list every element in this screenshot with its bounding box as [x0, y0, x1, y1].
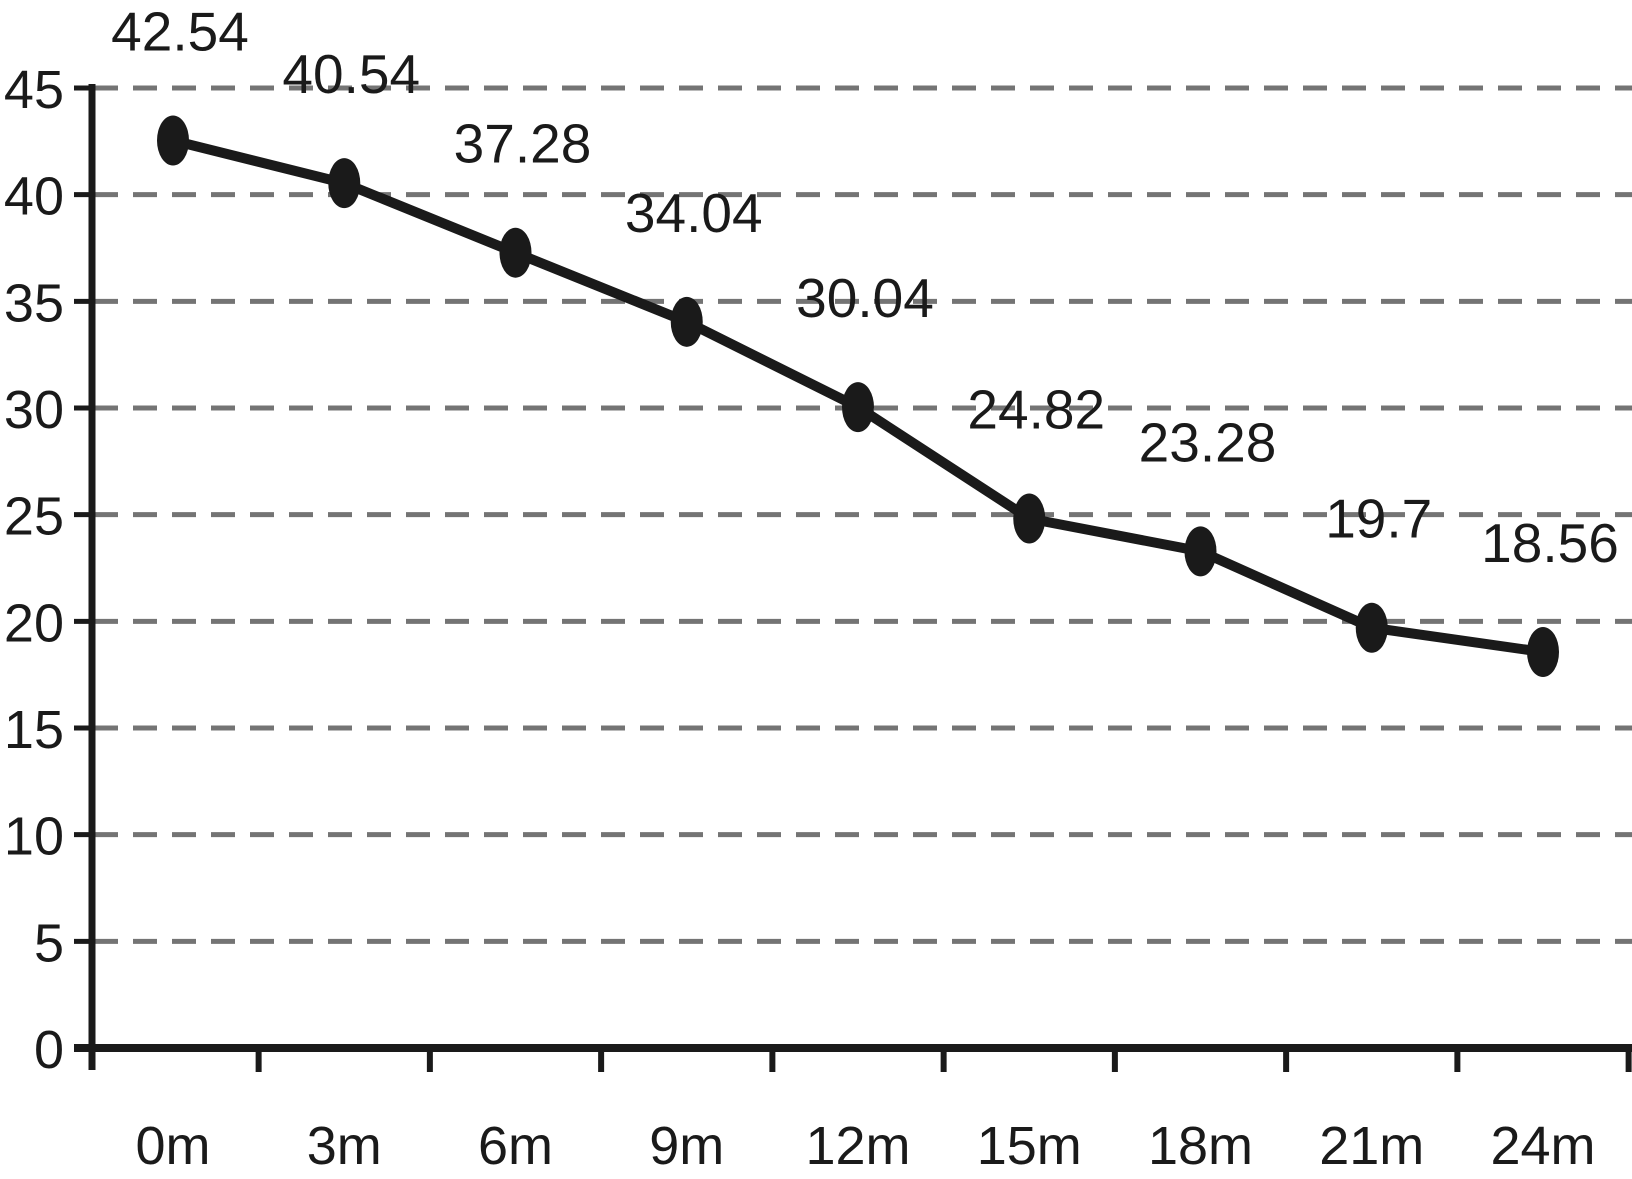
data-point-marker — [1013, 493, 1046, 544]
y-axis-tick-label: 10 — [4, 807, 64, 867]
x-axis-tick-label: 3m — [307, 1116, 382, 1176]
data-label: 37.28 — [454, 113, 592, 175]
data-label: 23.28 — [1139, 411, 1277, 473]
x-axis-tick-label: 0m — [135, 1116, 210, 1176]
data-label: 30.04 — [796, 267, 934, 329]
data-point-marker — [1355, 602, 1388, 653]
y-axis-tick-label: 35 — [4, 273, 64, 333]
y-axis-tick-label: 15 — [4, 700, 64, 760]
data-point-marker — [1527, 627, 1559, 678]
data-point-marker — [499, 227, 532, 278]
data-label: 18.56 — [1481, 512, 1619, 574]
data-point-marker — [670, 296, 703, 347]
x-axis-tick-label: 18m — [1148, 1116, 1253, 1176]
data-label: 42.54 — [111, 0, 249, 62]
data-point-marker — [1184, 526, 1217, 577]
x-axis-tick-label: 9m — [649, 1116, 724, 1176]
y-axis-tick-label: 40 — [4, 167, 64, 227]
y-axis-tick-label: 30 — [4, 380, 64, 440]
y-axis-tick-label: 45 — [4, 60, 64, 120]
data-point-marker — [842, 382, 874, 433]
y-axis-tick-label: 5 — [34, 913, 64, 973]
data-label: 19.7 — [1325, 488, 1432, 550]
y-axis-tick-label: 20 — [4, 593, 64, 653]
data-point-marker — [328, 158, 361, 209]
x-axis-tick-label: 6m — [478, 1116, 553, 1176]
x-axis-tick-label: 21m — [1319, 1116, 1424, 1176]
data-label: 34.04 — [625, 182, 763, 244]
x-axis-tick-label: 12m — [805, 1116, 910, 1176]
x-axis-tick-label: 24m — [1490, 1116, 1595, 1176]
y-axis-tick-label: 0 — [34, 1020, 64, 1080]
x-axis-tick-label: 15m — [977, 1116, 1082, 1176]
y-axis-tick-label: 25 — [4, 487, 64, 547]
data-label: 40.54 — [282, 43, 420, 105]
data-label: 24.82 — [967, 379, 1105, 441]
data-point-marker — [157, 115, 189, 166]
